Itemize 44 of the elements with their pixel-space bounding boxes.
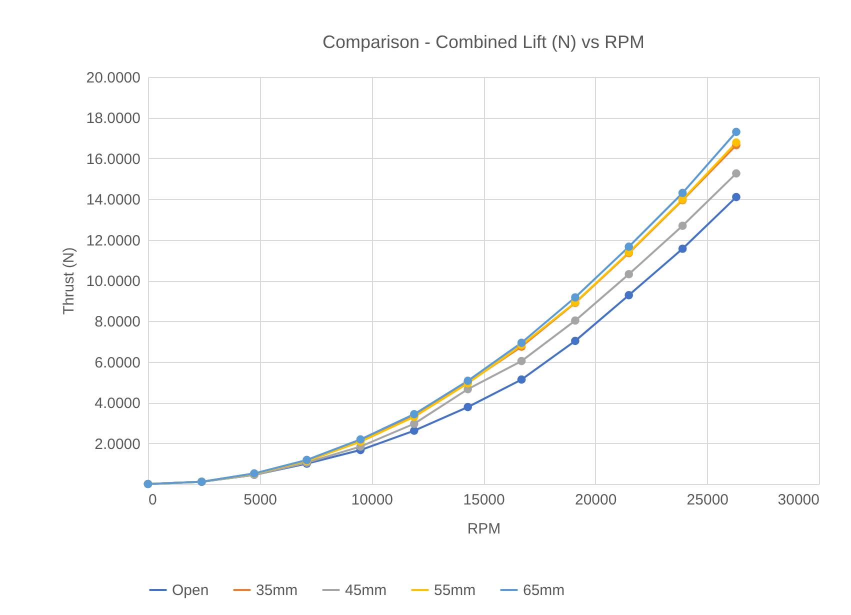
point — [517, 356, 526, 366]
y-tick-label: 14.0000 — [86, 192, 140, 209]
x-tick-label: 20000 — [574, 492, 617, 508]
y-tick-label: 6.0000 — [94, 354, 140, 372]
point — [517, 338, 526, 347]
point — [571, 336, 580, 346]
point — [517, 375, 526, 384]
point — [571, 293, 580, 302]
x-axis-title: RPM — [467, 520, 501, 538]
point — [678, 222, 687, 230]
legend-label: 45mm — [345, 582, 387, 599]
x-tick-label: 5000 — [244, 492, 278, 508]
y-tick-label: 4.0000 — [94, 395, 140, 412]
point — [624, 270, 634, 278]
point — [678, 244, 687, 253]
legend-label: Open — [172, 582, 209, 599]
chart-title: Comparison - Combined Lift (N) vs RPM — [322, 32, 645, 52]
point — [678, 188, 687, 198]
point — [732, 169, 740, 178]
x-tick-label: 30000 — [778, 492, 820, 508]
point — [732, 128, 740, 136]
point — [410, 426, 418, 435]
point — [624, 290, 634, 300]
y-tick-label: 2.0000 — [94, 436, 140, 453]
legend-label: 35mm — [256, 582, 298, 599]
x-tick-label: 0 — [148, 492, 157, 508]
x-tick-label: 10000 — [351, 492, 394, 508]
point — [464, 402, 472, 412]
y-tick-label: 10.0000 — [86, 273, 140, 290]
point — [571, 316, 580, 325]
y-tick-label: 18.0000 — [86, 110, 140, 128]
legend-label: 55mm — [434, 582, 476, 599]
point — [624, 242, 634, 251]
point — [410, 420, 418, 428]
y-tick-label: 12.0000 — [86, 232, 140, 250]
x-tick-label: 25000 — [686, 492, 729, 508]
y-axis-title: Thrust (N) — [60, 247, 78, 315]
y-tick-label: 16.0000 — [86, 150, 140, 168]
x-tick-label: 15000 — [463, 492, 505, 508]
point — [732, 192, 740, 202]
y-tick-label: 8.0000 — [94, 314, 140, 331]
point — [732, 138, 740, 147]
legend-label: 65mm — [523, 582, 565, 599]
y-tick-label: 20.0000 — [86, 70, 140, 86]
